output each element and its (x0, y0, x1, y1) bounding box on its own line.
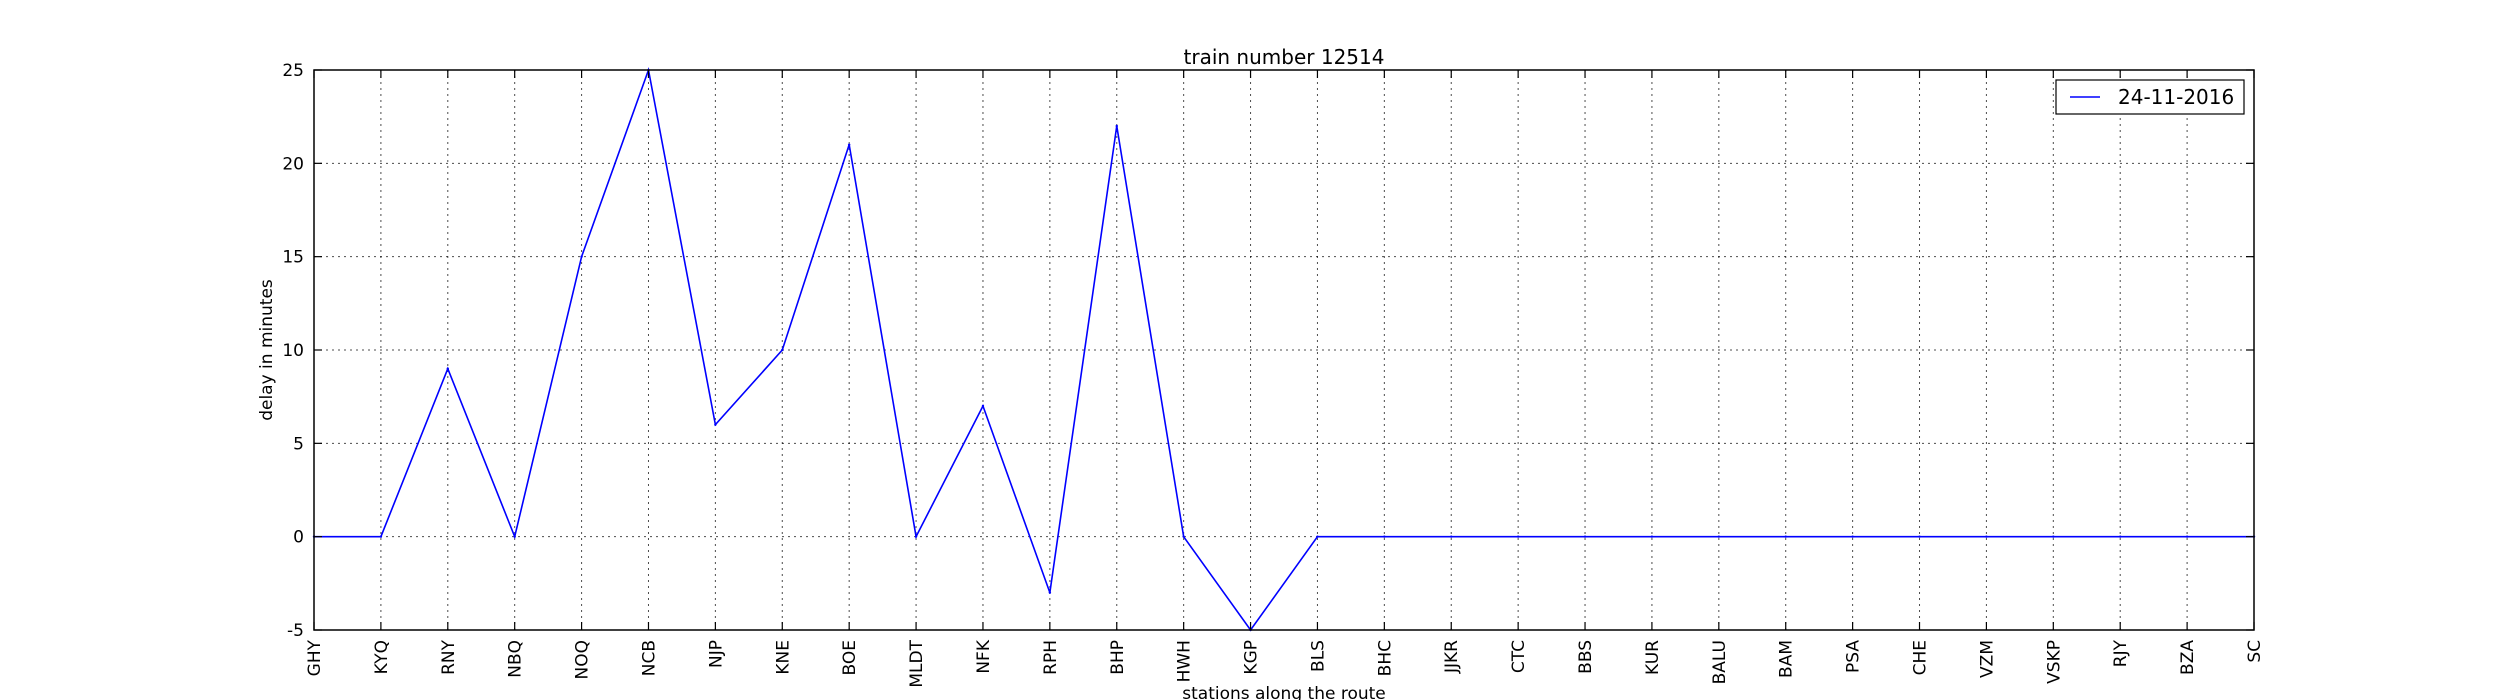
x-tick-label: BZA (2178, 640, 2198, 675)
x-tick-label: PSA (1844, 640, 1864, 673)
axis-ticks (313, 69, 2255, 631)
y-tick-label: 15 (282, 248, 304, 268)
x-tick-label: NBQ (506, 640, 526, 678)
data-point (1316, 535, 1319, 538)
y-tick-label: -5 (287, 621, 304, 641)
data-point (1717, 535, 1721, 538)
x-tick-label: CHE (1911, 640, 1931, 675)
x-tick-label: CTC (1509, 640, 1529, 673)
plot-frame (313, 69, 2255, 631)
data-point (1784, 535, 1787, 538)
x-tick-label: KNE (773, 640, 793, 675)
data-point (446, 367, 449, 370)
data-point (2185, 535, 2189, 538)
legend-label: 24-11-2016 (2118, 85, 2234, 109)
x-tick-label: BHP (1108, 640, 1128, 675)
x-tick-label: RJY (2111, 639, 2131, 667)
data-point (1650, 535, 1654, 538)
data-point (1985, 535, 1988, 538)
data-point (1182, 535, 1185, 538)
x-tick-label: JJKR (1442, 640, 1462, 674)
x-tick-label: RPH (1041, 640, 1061, 675)
x-tick-label: HWH (1175, 640, 1195, 682)
y-tick-label: 5 (293, 434, 304, 454)
data-point (1383, 535, 1386, 538)
x-tick-label: MLDT (907, 639, 927, 687)
x-tick-label: VZM (1977, 640, 1997, 678)
data-point (781, 348, 784, 352)
data-point (847, 143, 851, 146)
y-tick-label: 0 (293, 528, 304, 548)
x-tick-label: NFK (974, 639, 994, 673)
grid-lines (313, 69, 2255, 631)
data-point (513, 535, 516, 538)
x-tick-label: GHY (305, 639, 325, 676)
y-tick-label: 20 (282, 154, 304, 174)
chart-title: train number 12514 (1184, 45, 1385, 69)
x-tick-labels: GHY KYQ RNY NBQ NOQ NCB NJP KNE BOE MLDT NFK RPH BHP… (305, 639, 2265, 687)
data-point (1048, 591, 1052, 594)
x-tick-label: RNY (439, 639, 459, 675)
x-tick-label: BHC (1375, 640, 1395, 676)
data-point (1516, 535, 1520, 538)
x-tick-label: BAM (1777, 640, 1797, 678)
series-line (314, 66, 2254, 632)
x-tick-label: BBS (1576, 640, 1596, 674)
data-point (1583, 535, 1587, 538)
series-layer (312, 66, 2256, 632)
y-tick-label: 10 (282, 341, 304, 361)
data-point (1851, 535, 1854, 538)
x-tick-label: BOE (840, 640, 860, 676)
data-point (914, 535, 918, 538)
x-axis-title: stations along the route (1182, 684, 1386, 700)
x-tick-label: KGP (1242, 640, 1262, 675)
x-tick-label: KYQ (372, 640, 392, 674)
data-point (2119, 535, 2122, 538)
x-tick-label: NOQ (573, 640, 593, 679)
data-point (981, 404, 985, 408)
legend: 24-11-2016 (2055, 79, 2245, 115)
data-point (2052, 535, 2055, 538)
x-tick-label: NJP (706, 640, 726, 668)
x-tick-label: BLS (1308, 640, 1328, 672)
data-point (1918, 535, 1921, 538)
data-point (580, 255, 583, 258)
x-tick-label: KUR (1643, 640, 1663, 675)
x-tick-label: NCB (639, 640, 659, 676)
x-tick-label: SC (2245, 640, 2265, 663)
y-axis-title: delay in minutes (257, 279, 277, 421)
data-point (1115, 124, 1118, 128)
y-tick-labels: -5 0 5 10 15 20 25 (282, 61, 304, 641)
y-tick-label: 25 (282, 61, 304, 81)
data-point (714, 423, 717, 426)
x-tick-label: VSKP (2044, 640, 2064, 684)
data-point (1450, 535, 1453, 538)
data-point (379, 535, 383, 538)
x-tick-label: BALU (1710, 640, 1730, 684)
